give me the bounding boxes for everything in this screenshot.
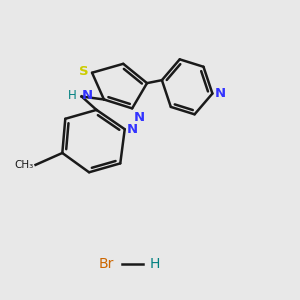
Text: N: N — [127, 123, 138, 136]
Text: N: N — [215, 87, 226, 100]
Text: N: N — [134, 111, 145, 124]
Text: S: S — [80, 65, 89, 78]
Text: H: H — [68, 89, 76, 102]
Text: CH₃: CH₃ — [14, 160, 33, 170]
Text: H: H — [150, 257, 160, 272]
Text: Br: Br — [99, 257, 114, 272]
Text: N: N — [82, 89, 93, 102]
